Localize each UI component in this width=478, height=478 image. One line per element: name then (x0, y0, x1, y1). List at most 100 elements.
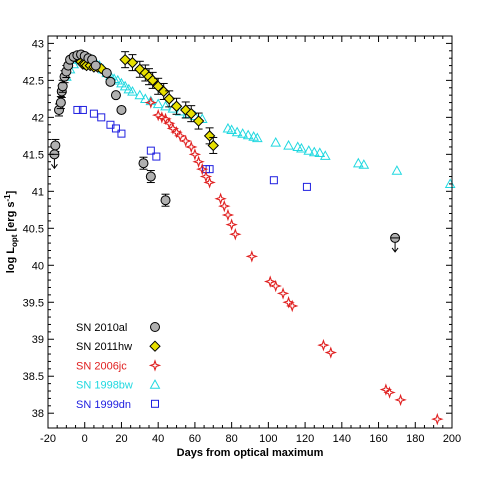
data-point (89, 109, 98, 118)
data-point (226, 124, 237, 135)
data-point (90, 60, 101, 71)
data-point (207, 139, 219, 152)
marker-shape (203, 130, 216, 142)
data-point (276, 287, 290, 300)
data-point (203, 176, 216, 189)
legend-item-label: SN 2011hw (76, 341, 132, 353)
x-tick-label: 40 (152, 433, 164, 445)
marker-shape (152, 98, 164, 109)
data-point (317, 338, 330, 352)
legend-item-marker (149, 379, 161, 389)
data-point (292, 141, 304, 152)
marker-shape (231, 126, 243, 137)
marker-shape (78, 105, 87, 114)
x-tick-label: 180 (406, 433, 424, 445)
data-point (78, 105, 87, 114)
marker-shape (302, 182, 311, 191)
data-point (151, 108, 165, 122)
marker-shape (207, 139, 219, 152)
x-tick-label: 0 (82, 433, 88, 445)
y-tick-label: 43 (32, 38, 44, 50)
data-point (145, 95, 157, 106)
data-point (324, 346, 338, 359)
data-point (152, 98, 164, 109)
data-point (146, 146, 155, 155)
x-tick-label: 20 (115, 433, 127, 445)
marker-shape (149, 340, 161, 352)
data-point (383, 386, 396, 399)
x-axis-title: Days from optical maximum (177, 447, 324, 459)
y-tick-label: 38.5 (23, 371, 44, 383)
legend-item-label: SN 2006jc (76, 360, 127, 372)
upper-limit-arrow-head (391, 247, 399, 253)
marker-shape (196, 162, 209, 176)
data-point (105, 76, 116, 87)
legend-item-marker (150, 322, 160, 332)
series-sn-2010al (49, 49, 401, 253)
data-point (138, 158, 149, 169)
marker-shape (214, 192, 227, 205)
data-point (160, 100, 171, 111)
data-point (144, 96, 158, 109)
data-point (203, 130, 216, 142)
marker-shape (148, 359, 162, 372)
data-point (251, 132, 263, 143)
y-axis-title: log Lopt [erg s-1] (3, 190, 19, 273)
data-point (379, 383, 393, 396)
legend-item-label: SN 1999dn (76, 399, 131, 411)
data-point (221, 208, 235, 222)
marker-shape (138, 158, 149, 169)
marker-shape (222, 122, 234, 133)
data-point (111, 124, 120, 133)
data-point (179, 134, 192, 148)
data-point (57, 81, 68, 92)
data-point (188, 148, 202, 161)
marker-shape (203, 176, 216, 189)
marker-shape (170, 100, 183, 112)
data-point (155, 111, 169, 124)
y-axis-label-subscript: opt (10, 234, 19, 247)
data-point (185, 107, 197, 120)
data-point (302, 182, 311, 191)
data-point (303, 145, 315, 155)
data-point (242, 129, 254, 140)
data-point (229, 227, 242, 241)
marker-shape (97, 113, 106, 122)
y-axis-label-superscript: -1 (3, 194, 12, 202)
plot-layer (49, 49, 456, 426)
upper-limit-arrow-head (51, 164, 58, 170)
marker-shape (111, 124, 120, 133)
marker-shape (237, 128, 249, 138)
x-tick-label: 160 (369, 433, 387, 445)
marker-shape (283, 139, 294, 150)
data-point (50, 140, 61, 151)
marker-shape (394, 393, 407, 407)
data-point (237, 128, 249, 138)
marker-shape (314, 147, 326, 157)
data-point (270, 136, 282, 147)
y-axis-label-main: log L (5, 247, 17, 274)
data-point (192, 115, 205, 127)
data-point (170, 100, 183, 112)
y-tick-label: 42 (32, 112, 44, 124)
marker-shape (179, 134, 192, 148)
data-point (192, 155, 205, 168)
series-sn-1998bw (61, 51, 456, 189)
marker-shape (57, 81, 68, 92)
data-point (160, 195, 171, 206)
y-tick-label: 38 (32, 408, 44, 420)
marker-shape (308, 146, 320, 157)
data-point (352, 157, 364, 168)
marker-shape (352, 157, 364, 168)
legend-item-label: SN 2010al (76, 322, 127, 334)
marker-shape (319, 150, 331, 160)
marker-shape (317, 338, 330, 352)
y-tick-label: 41 (32, 186, 44, 198)
marker-shape (269, 176, 278, 185)
data-point (157, 85, 170, 98)
data-point (196, 162, 209, 176)
marker-shape (188, 148, 202, 161)
marker-shape (105, 76, 116, 87)
data-point (296, 142, 307, 153)
marker-shape (110, 90, 121, 101)
